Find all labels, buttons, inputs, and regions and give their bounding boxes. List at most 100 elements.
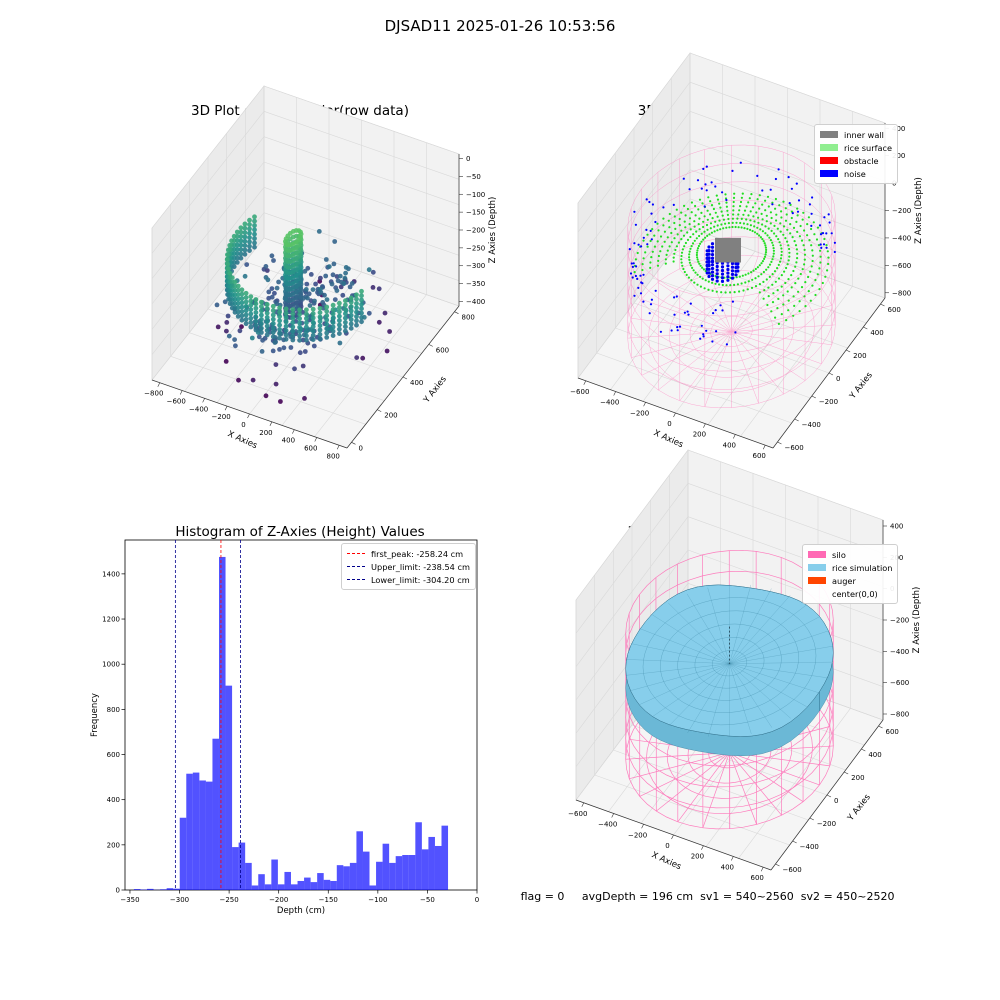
rice-surface-point bbox=[796, 214, 799, 217]
histogram-y-tick-label: 800 bbox=[107, 706, 120, 714]
raw-data-point bbox=[306, 291, 312, 297]
legend-item-rice-surface: rice surface bbox=[820, 141, 892, 154]
histogram-bar bbox=[376, 861, 383, 890]
raw-data-point bbox=[239, 304, 245, 310]
raw-data-point bbox=[232, 279, 238, 285]
rice-surface-point bbox=[810, 227, 813, 231]
raw-data-point bbox=[270, 303, 276, 309]
raw-data-point bbox=[277, 309, 282, 315]
rice-surface-point bbox=[771, 258, 774, 261]
noise-point bbox=[710, 181, 713, 184]
rice-surface-point bbox=[763, 242, 766, 245]
rice-surface-point bbox=[680, 251, 684, 254]
rice-surface-point bbox=[726, 213, 730, 216]
rice-surface-point bbox=[779, 222, 782, 225]
status-avg-depth: avgDepth = 196 cm bbox=[581, 890, 694, 903]
rice-surface-point bbox=[633, 271, 636, 274]
raw-data-point bbox=[310, 319, 316, 325]
rice-surface-mesh-line bbox=[729, 663, 752, 734]
raw-data-point bbox=[260, 337, 265, 343]
rice-surface-point bbox=[751, 278, 754, 281]
noise-point bbox=[632, 262, 635, 265]
rice-surface-point bbox=[714, 282, 717, 285]
raw-y-tick-label: 0 bbox=[358, 444, 362, 452]
raw-data-point bbox=[290, 333, 296, 338]
rice-surface-point bbox=[767, 205, 770, 208]
rice-surface-point bbox=[682, 234, 686, 237]
raw-z-tick-label: −200 bbox=[466, 227, 485, 235]
rice-surface-point bbox=[683, 220, 686, 223]
raw-data-point bbox=[243, 299, 249, 305]
rice-surface-point bbox=[697, 260, 700, 263]
rice-surface-point bbox=[677, 241, 681, 244]
classify-silo-floor-spoke bbox=[731, 331, 759, 404]
noise-point bbox=[672, 203, 675, 206]
rice-surface-point bbox=[754, 277, 757, 280]
rice-surface-point bbox=[689, 264, 692, 267]
raw-data-point bbox=[285, 248, 291, 253]
rice-surface-mesh-line bbox=[668, 663, 730, 727]
classify-silo-floor-spoke bbox=[641, 331, 732, 376]
raw-data-point bbox=[277, 327, 282, 332]
rice-surface-point bbox=[699, 264, 702, 267]
raw-data-point bbox=[239, 317, 245, 323]
raw-data-point bbox=[337, 340, 343, 346]
rice-surface-point bbox=[773, 224, 776, 227]
noise-point bbox=[734, 331, 737, 334]
rice-surface-point bbox=[695, 230, 698, 233]
raw-data-point bbox=[272, 340, 278, 345]
raw-z-axis-label: Z Axies (Depth) bbox=[488, 197, 498, 264]
raw-data-point bbox=[277, 318, 282, 324]
noise-point bbox=[720, 272, 725, 276]
rice-surface-point bbox=[812, 221, 815, 224]
raw-data-point bbox=[273, 362, 279, 367]
raw-data-point bbox=[324, 321, 330, 327]
raw-y-tick bbox=[454, 311, 459, 314]
rice-surface-point bbox=[746, 227, 749, 230]
rice-surface-point bbox=[785, 266, 788, 270]
legend-item-noise: noise bbox=[820, 167, 892, 180]
rice-surface-point bbox=[792, 226, 796, 229]
rice-surface-mesh-line bbox=[729, 604, 807, 664]
rice-surface-point bbox=[761, 218, 764, 221]
rice-surface-point bbox=[790, 286, 793, 289]
rice-surface-point bbox=[745, 205, 748, 208]
rice-surface-point bbox=[665, 253, 668, 256]
histogram-y-axis-label: Frequency bbox=[90, 693, 100, 737]
raw-data-point bbox=[264, 306, 270, 312]
raw-data-point bbox=[247, 217, 252, 223]
classify-z-axis-label: Z Axies (Depth) bbox=[914, 177, 924, 244]
histogram-bar bbox=[336, 865, 344, 890]
simulation-y-axis-label: Y Axies bbox=[845, 792, 873, 824]
rice-surface-point bbox=[714, 211, 717, 214]
rice-surface-point bbox=[720, 291, 723, 294]
rice-surface-mesh-line bbox=[668, 602, 730, 664]
simulation-x-tick bbox=[611, 813, 614, 818]
rice-surface-point bbox=[782, 225, 786, 228]
classify-z-tick-label: −400 bbox=[892, 234, 911, 242]
classify-y-tick-label: 200 bbox=[853, 352, 866, 360]
raw-data-point bbox=[265, 277, 271, 283]
noise-point bbox=[726, 271, 730, 275]
histogram-bar bbox=[173, 888, 180, 890]
rice-surface-mesh-line bbox=[729, 661, 833, 664]
rice-surface-point bbox=[761, 238, 764, 241]
raw-data-point bbox=[341, 281, 347, 286]
rice-surface-point bbox=[761, 203, 764, 206]
raw-data-point bbox=[277, 335, 282, 341]
rice-surface-point bbox=[708, 233, 711, 236]
simulation-grid-line bbox=[575, 449, 689, 601]
rice-surface-point bbox=[765, 248, 768, 251]
rice-surface-point bbox=[690, 245, 693, 248]
rice-surface-point bbox=[763, 257, 766, 260]
raw-data-point bbox=[348, 304, 354, 309]
raw-data-point bbox=[308, 272, 314, 277]
raw-data-point bbox=[343, 298, 348, 304]
raw-data-point bbox=[310, 287, 316, 292]
raw-data-point bbox=[259, 299, 264, 305]
rice-surface-point bbox=[757, 221, 760, 224]
histogram-y-tick-label: 0 bbox=[116, 887, 120, 895]
raw-z-tick-label: −50 bbox=[466, 173, 481, 181]
raw-data-point bbox=[285, 270, 291, 276]
